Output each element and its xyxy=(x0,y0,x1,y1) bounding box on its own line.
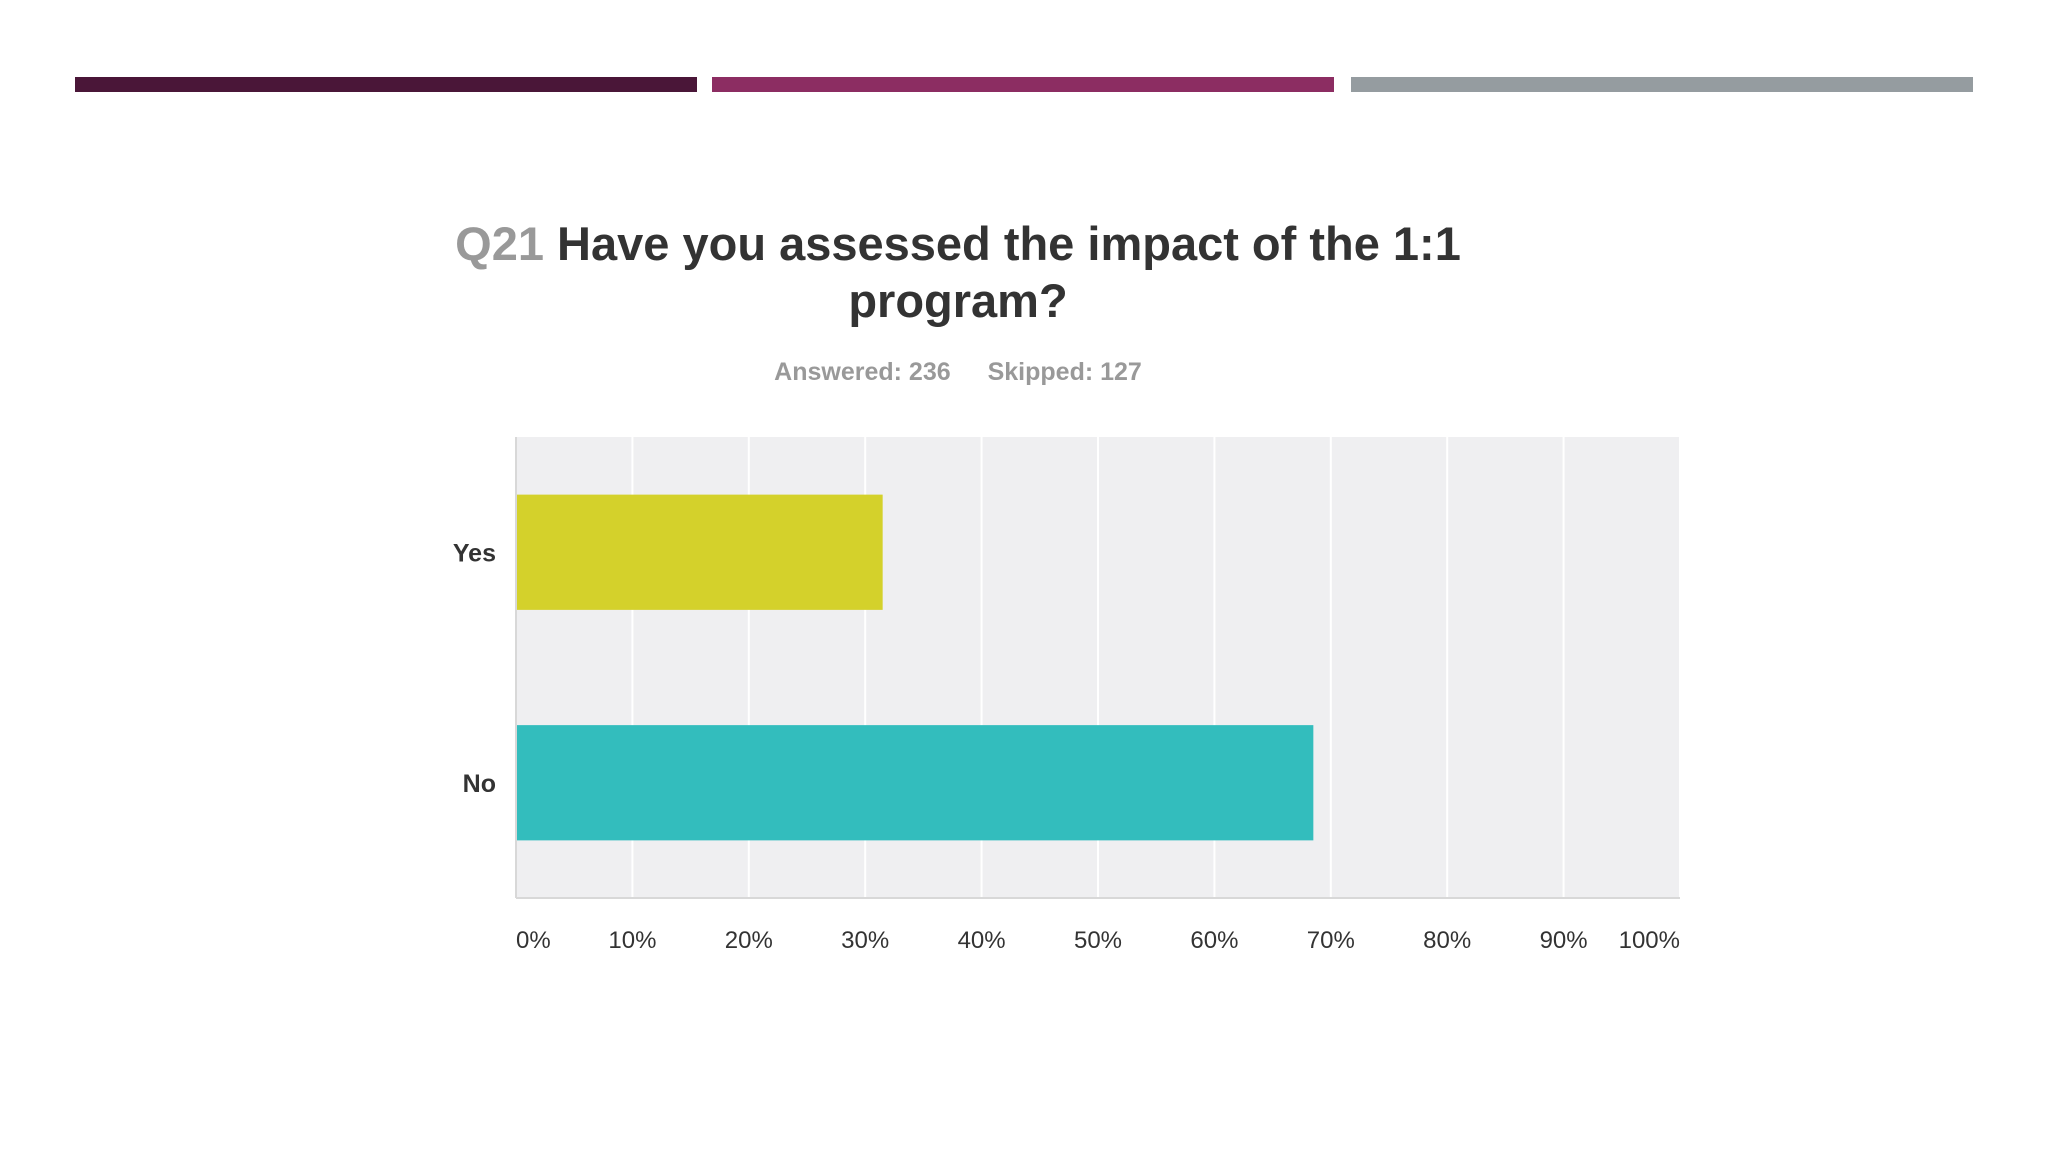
question-title: Q21 Have you assessed the impact of the … xyxy=(400,215,1516,329)
bar-no xyxy=(516,725,1314,841)
x-tick-label: 90% xyxy=(1540,927,1588,954)
question-text: Have you assessed the impact of the 1:1 … xyxy=(557,217,1461,327)
x-tick-label: 20% xyxy=(725,927,773,954)
x-tick-label: 40% xyxy=(958,927,1006,954)
x-tick-label: 60% xyxy=(1190,927,1238,954)
answered-count: Answered: 236 xyxy=(774,358,951,386)
x-tick-label: 70% xyxy=(1307,927,1355,954)
category-label: Yes xyxy=(453,539,496,567)
accent-bar-2 xyxy=(712,77,1334,92)
accent-bar-3 xyxy=(1351,77,1973,92)
x-tick-label: 80% xyxy=(1423,927,1471,954)
x-tick-label: 0% xyxy=(516,927,551,954)
question-number: Q21 xyxy=(455,217,544,270)
x-tick-label: 100% xyxy=(1619,927,1680,954)
response-stats: Answered: 236 Skipped: 127 xyxy=(400,358,1516,387)
skipped-count: Skipped: 127 xyxy=(987,358,1142,386)
bar-yes xyxy=(516,494,883,610)
category-label: No xyxy=(463,770,496,798)
x-tick-label: 30% xyxy=(841,927,889,954)
accent-bar-1 xyxy=(75,77,697,92)
x-tick-label: 50% xyxy=(1074,927,1122,954)
x-tick-label: 10% xyxy=(608,927,656,954)
